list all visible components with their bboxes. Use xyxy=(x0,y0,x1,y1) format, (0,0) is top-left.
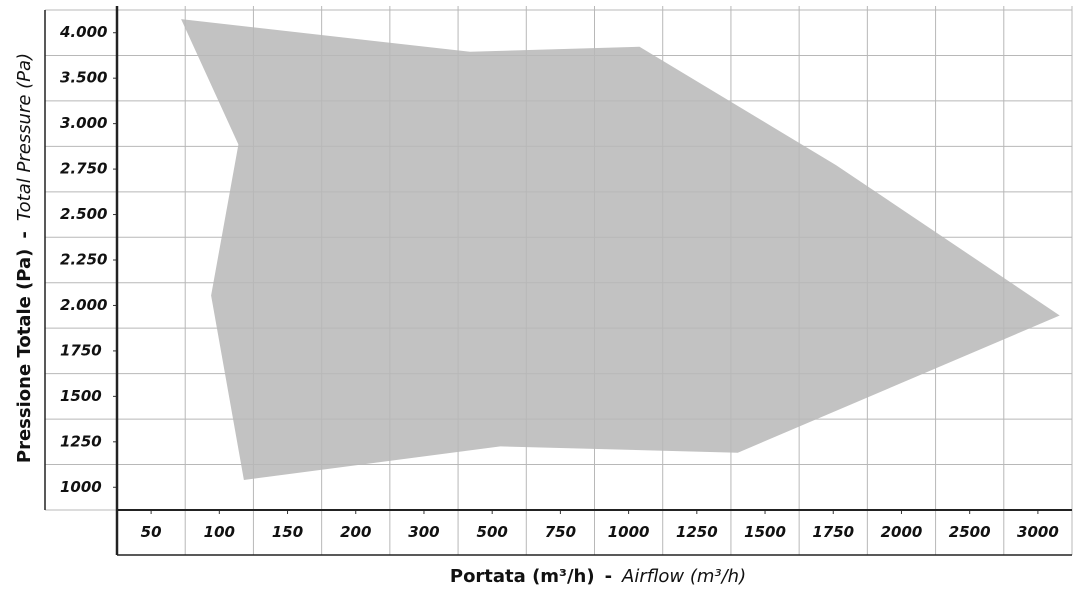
y-tick-label: 3.000 xyxy=(60,114,107,132)
y-tick-label: 1500 xyxy=(60,387,102,405)
x-title-alt: Airflow (m³/h) xyxy=(621,566,746,587)
x-tick-label: 2500 xyxy=(949,523,991,541)
x-tick-label: 1750 xyxy=(812,523,854,541)
x-tick-label: 1250 xyxy=(676,523,718,541)
x-tick-label: 200 xyxy=(340,523,371,541)
x-tick-label: 500 xyxy=(477,523,508,541)
area xyxy=(181,19,1060,480)
y-tick-label: 2.250 xyxy=(60,251,107,269)
y-tick-label: 2.000 xyxy=(60,296,107,314)
y-tick-label: 2.750 xyxy=(60,160,107,178)
y-tick-label: 1000 xyxy=(60,478,102,496)
y-title-sep: - xyxy=(14,231,35,238)
y-title-main: Pressione Totale (Pa) xyxy=(14,249,35,464)
x-tick-label: 1000 xyxy=(608,523,650,541)
x-axis-title: Portata (m³/h) - Airflow (m³/h) xyxy=(450,566,746,587)
y-tick-label: 1750 xyxy=(60,341,102,359)
y-tick-label: 3.500 xyxy=(60,69,107,87)
x-tick-label: 100 xyxy=(204,523,235,541)
y-tick-label: 4.000 xyxy=(59,23,107,41)
x-tick-label: 3000 xyxy=(1017,523,1059,541)
x-tick-label: 750 xyxy=(545,523,576,541)
x-title-main: Portata (m³/h) xyxy=(450,566,595,587)
x-tick-label: 300 xyxy=(408,523,439,541)
x-title-sep: - xyxy=(605,566,612,587)
x-tick-label: 150 xyxy=(272,523,303,541)
y-axis-title: Pressione Totale (Pa) - Total Pressure (Pa… xyxy=(14,53,35,463)
y-tick-label: 1250 xyxy=(60,432,102,450)
x-tick-label: 2000 xyxy=(881,523,923,541)
x-tick-label: 50 xyxy=(141,523,162,541)
y-tick-label: 2.500 xyxy=(60,205,107,223)
y-title-alt: Total Pressure (Pa) xyxy=(14,53,35,221)
x-tick-label: 1500 xyxy=(744,523,786,541)
